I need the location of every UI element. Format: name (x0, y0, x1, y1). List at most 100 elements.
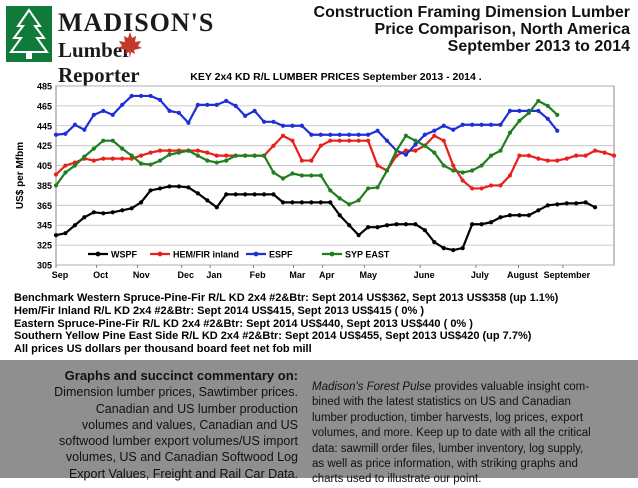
legend-label-espf: ESPF (269, 250, 293, 260)
data-point-espf (120, 102, 125, 107)
data-point-wspf (129, 206, 134, 211)
data-point-syp-east (545, 103, 550, 108)
note-hemfir: Hem/Fir Inland R/L KD 2x4 #2&Btr: Sept 2… (14, 304, 425, 317)
data-point-syp-east (72, 163, 78, 168)
data-point-wspf (233, 192, 238, 197)
data-point-syp-east (214, 160, 219, 165)
data-point-wspf (583, 200, 588, 205)
data-point-wspf (366, 225, 371, 230)
data-point-wspf (186, 185, 191, 190)
data-point-wspf (517, 213, 522, 218)
data-point-espf (176, 110, 182, 115)
data-point-hem-fir-inland (470, 186, 475, 191)
data-point-espf (82, 127, 87, 132)
data-point-syp-east (224, 158, 229, 163)
data-point-hem-fir-inland (564, 156, 569, 161)
data-point-syp-east (309, 173, 314, 178)
promo-left-line: softwood lumber export volumes/US import (59, 434, 298, 449)
chart-title: KEY 2x4 KD R/L LUMBER PRICES September 2… (190, 71, 481, 83)
data-point-hem-fir-inland (517, 153, 522, 158)
data-point-syp-east (63, 170, 68, 175)
promo-panel: Graphs and succinct commentary on: Dimen… (0, 360, 638, 485)
data-point-syp-east (488, 153, 494, 158)
legend-marker-espf (253, 251, 259, 257)
data-point-espf (536, 108, 541, 113)
data-point-wspf (574, 201, 579, 206)
data-point-syp-east (91, 146, 96, 151)
data-point-syp-east (536, 98, 541, 104)
y-tick-label: 425 (37, 141, 52, 151)
x-tick-label: August (507, 270, 538, 280)
data-point-hem-fir-inland (337, 138, 342, 143)
data-point-espf (422, 132, 427, 137)
data-point-hem-fir-inland (299, 158, 304, 163)
data-point-wspf (63, 231, 68, 236)
data-point-espf (261, 119, 267, 124)
data-point-hem-fir-inland (53, 172, 59, 177)
data-point-wspf (526, 213, 531, 218)
data-point-syp-east (432, 150, 437, 155)
data-point-wspf (564, 201, 569, 206)
data-point-espf (507, 108, 513, 113)
data-point-espf (366, 132, 371, 137)
data-point-syp-east (517, 118, 522, 123)
data-point-syp-east (384, 168, 390, 173)
data-point-espf (356, 132, 361, 137)
y-tick-label: 485 (37, 82, 52, 92)
x-tick-label: Mar (289, 270, 306, 280)
x-tick-label: May (360, 270, 378, 280)
data-point-hem-fir-inland (583, 153, 588, 158)
data-point-espf (139, 93, 144, 99)
logo-name: MADISON'S (58, 8, 215, 37)
data-point-hem-fir-inland (290, 138, 295, 143)
data-point-hem-fir-inland (224, 153, 229, 158)
data-point-syp-east (186, 148, 191, 153)
note-wspf: Benchmark Western Spruce-Pine-Fir R/L KD… (14, 292, 559, 304)
data-point-espf (233, 103, 238, 108)
x-tick-label: September (544, 270, 591, 280)
data-point-syp-east (280, 176, 286, 181)
data-point-syp-east (422, 143, 427, 148)
data-point-hem-fir-inland (167, 148, 172, 153)
promo-right-line: provides valuable insight com- (431, 381, 590, 393)
data-point-syp-east (479, 163, 484, 168)
data-point-wspf (101, 211, 106, 216)
data-point-wspf (413, 222, 418, 227)
data-point-wspf (422, 228, 427, 233)
data-point-wspf (224, 192, 229, 197)
data-point-wspf (91, 210, 96, 215)
data-point-wspf (451, 247, 456, 253)
data-point-espf (413, 142, 418, 147)
data-point-syp-east (233, 153, 238, 158)
data-point-espf (432, 128, 437, 133)
data-point-syp-east (139, 161, 144, 166)
series-line-wspf (55, 185, 596, 252)
data-point-syp-east (403, 133, 409, 138)
data-point-espf (290, 123, 295, 128)
report-title: Construction Framing Dimension Lumber Pr… (314, 4, 630, 55)
data-point-hem-fir-inland (148, 150, 153, 155)
x-tick-label: Dec (178, 270, 195, 280)
y-tick-label: 325 (37, 241, 52, 251)
data-point-espf (441, 123, 446, 128)
data-point-hem-fir-inland (611, 153, 617, 158)
note-syp: Southern Yellow Pine East Side R/L KD 2x… (14, 330, 532, 343)
data-point-syp-east (101, 138, 106, 143)
x-tick-label: Apr (319, 270, 335, 280)
x-tick-label: Nov (133, 270, 150, 280)
legend-label-wspf: WSPF (111, 250, 138, 260)
data-point-espf (403, 152, 409, 157)
data-point-wspf (157, 186, 163, 191)
data-point-wspf (120, 208, 125, 213)
data-point-hem-fir-inland (451, 163, 456, 168)
data-point-wspf (309, 200, 314, 205)
data-point-wspf (261, 192, 267, 197)
data-point-syp-east (498, 148, 503, 153)
data-point-wspf (356, 233, 361, 238)
data-point-hem-fir-inland (488, 183, 494, 188)
data-point-wspf (271, 192, 276, 197)
data-point-wspf (205, 198, 210, 203)
legend-marker-wspf (95, 251, 101, 257)
data-point-hem-fir-inland (366, 138, 371, 143)
legend-marker-syp-east (329, 251, 335, 257)
